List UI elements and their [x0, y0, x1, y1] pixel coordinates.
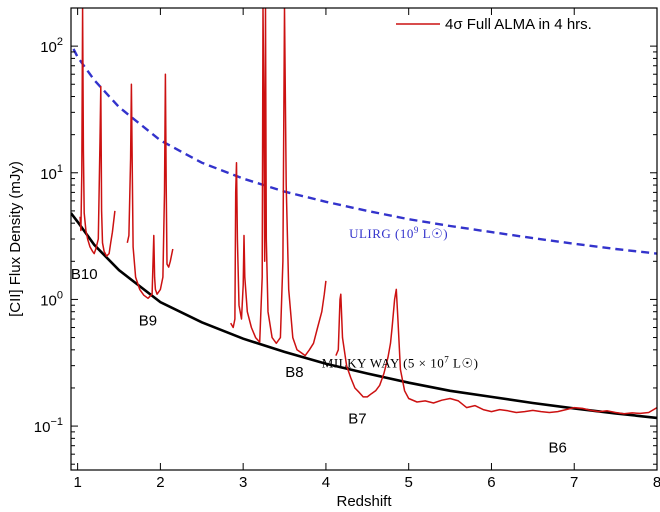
- band-label-b10: B10: [71, 266, 98, 283]
- y-tick-label-0: 10−1: [34, 416, 63, 436]
- axis-layer: 1 2 3 4 5 6 7 8 10−1 100 101 102: [34, 7, 660, 491]
- annotation-milky_way: MILKY WAY (5 × 107 L☉): [322, 355, 479, 371]
- x-tick-label-5: 5: [405, 474, 413, 491]
- series-line-sensitivity-3: [230, 8, 327, 357]
- legend-label-sensitivity: 4σ Full ALMA in 4 hrs.: [445, 16, 592, 33]
- band-label-b9: B9: [139, 313, 157, 330]
- legend: 4σ Full ALMA in 4 hrs.: [396, 16, 592, 33]
- y-tick-label-3: 102: [40, 36, 63, 56]
- series-line-sensitivity-4: [335, 288, 657, 415]
- x-axis-title: Redshift: [336, 493, 392, 510]
- series-layer: [71, 8, 657, 420]
- series-line-sensitivity-2: [126, 73, 174, 300]
- x-tick-label-4: 4: [322, 474, 330, 491]
- y-tick-label-1: 100: [40, 289, 63, 309]
- band-label-layer: B10 B9 B8 B7 B6: [71, 266, 567, 456]
- plot-area: [71, 8, 657, 470]
- band-label-b6: B6: [548, 439, 566, 456]
- y-axis-title: [CII] Flux Density (mJy): [7, 161, 24, 317]
- series-line-sensitivity-1: [79, 8, 116, 257]
- plot-frame: [70, 7, 658, 471]
- x-tick-label-7: 7: [570, 474, 578, 491]
- series-line-ulirg: [72, 48, 657, 255]
- annotation-layer: ULIRG (109 L☉) MILKY WAY (5 × 107 L☉): [322, 225, 479, 371]
- x-tick-label-1: 1: [73, 474, 81, 491]
- y-tick-label-2: 101: [40, 163, 63, 183]
- x-tick-label-2: 2: [156, 474, 164, 491]
- band-label-b7: B7: [348, 410, 366, 427]
- band-label-b8: B8: [285, 364, 303, 381]
- x-tick-label-6: 6: [487, 474, 495, 491]
- series-line-milky_way: [71, 212, 657, 420]
- x-tick-label-8: 8: [653, 474, 660, 491]
- x-tick-label-3: 3: [239, 474, 247, 491]
- annotation-ulirg: ULIRG (109 L☉): [349, 225, 448, 241]
